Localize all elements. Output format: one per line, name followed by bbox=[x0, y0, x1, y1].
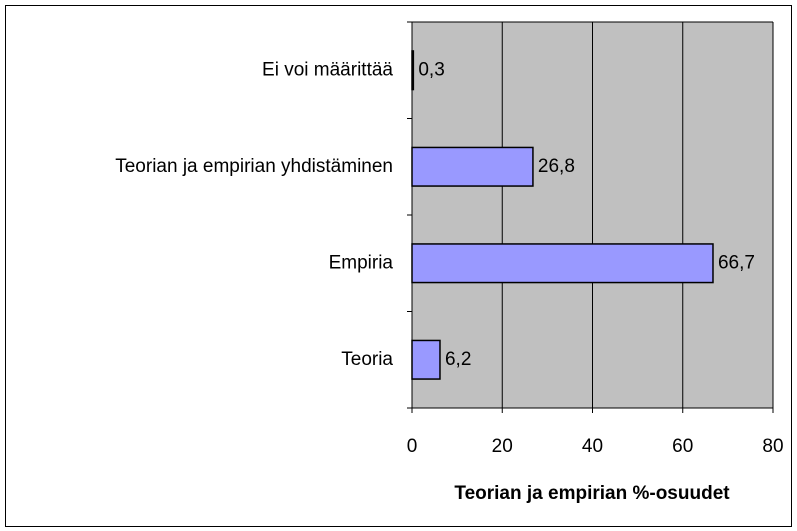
x-tick-label: 0 bbox=[407, 436, 418, 457]
x-axis-title: Teorian ja empirian %-osuudet bbox=[454, 483, 730, 504]
value-label: 66,7 bbox=[718, 252, 755, 273]
x-tick-label: 60 bbox=[672, 436, 693, 457]
bar bbox=[411, 339, 441, 380]
x-tick-label: 40 bbox=[582, 436, 603, 457]
x-tick-label: 20 bbox=[492, 436, 513, 457]
value-label: 26,8 bbox=[538, 156, 575, 177]
x-tick-label: 80 bbox=[762, 436, 783, 457]
value-label: 0,3 bbox=[418, 59, 444, 80]
bar bbox=[411, 146, 534, 187]
y-tick-label: Empiria bbox=[329, 252, 394, 273]
bar bbox=[411, 50, 415, 91]
bar bbox=[411, 243, 714, 284]
y-tick-label: Ei voi määrittää bbox=[262, 59, 393, 80]
value-label: 6,2 bbox=[445, 349, 471, 370]
y-tick-label: Teorian ja empirian yhdistäminen bbox=[115, 156, 393, 177]
y-tick-label: Teoria bbox=[341, 349, 393, 370]
